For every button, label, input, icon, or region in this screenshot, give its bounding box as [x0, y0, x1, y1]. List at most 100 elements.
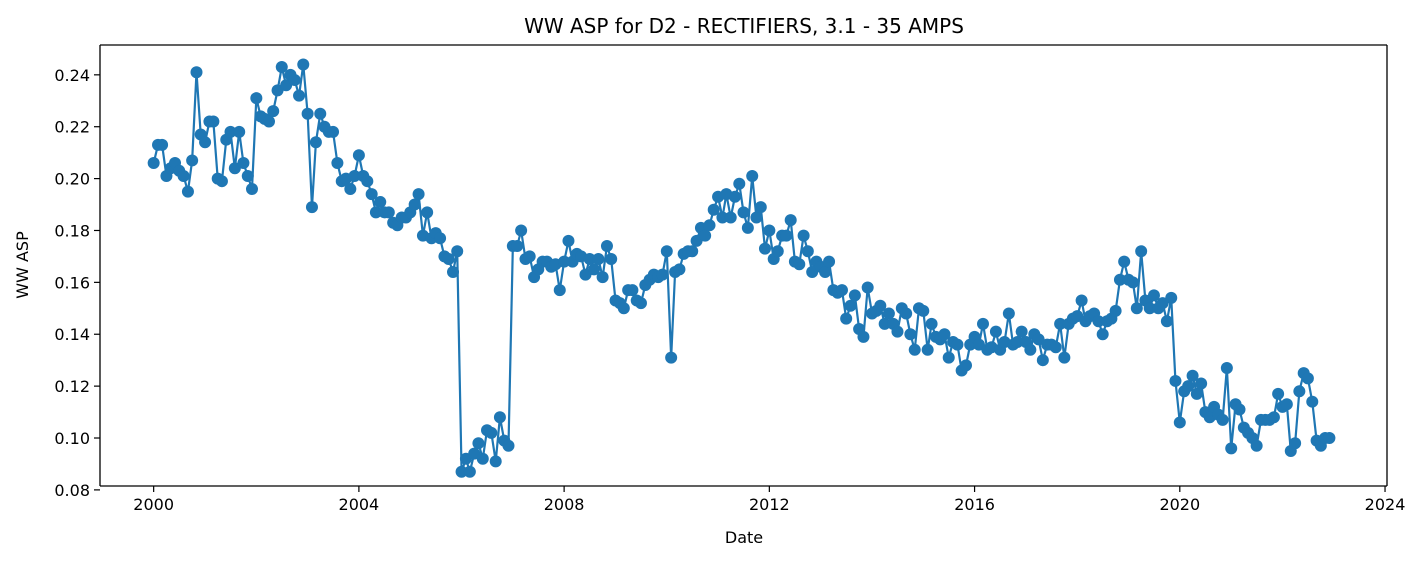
data-point — [1058, 351, 1071, 364]
data-point — [904, 328, 917, 341]
data-point — [989, 325, 1002, 338]
data-point — [451, 245, 464, 258]
data-point — [784, 214, 797, 227]
data-point — [1092, 315, 1105, 328]
data-point — [485, 426, 498, 439]
data-point — [1190, 387, 1203, 400]
x-tick-label: 2016 — [954, 495, 995, 514]
y-tick-label: 0.16 — [54, 273, 90, 292]
data-point — [190, 66, 203, 79]
data-point — [891, 325, 904, 338]
data-point — [293, 89, 306, 102]
data-point — [241, 170, 254, 182]
data-point — [1289, 437, 1302, 450]
data-point — [297, 58, 310, 71]
data-point — [925, 317, 938, 330]
data-point — [558, 255, 571, 268]
data-point — [1186, 369, 1199, 382]
data-point — [626, 284, 639, 297]
data-point — [374, 195, 387, 208]
data-point — [1306, 395, 1319, 408]
data-point — [361, 175, 374, 188]
y-tick-label: 0.24 — [54, 66, 90, 85]
data-point — [686, 245, 699, 258]
data-point — [857, 330, 870, 343]
data-point — [707, 203, 720, 216]
data-point — [908, 343, 921, 356]
data-point — [1323, 432, 1336, 445]
data-point — [369, 206, 382, 219]
x-tick-label: 2020 — [1159, 495, 1200, 514]
data-point — [1280, 398, 1293, 411]
data-point — [237, 157, 250, 170]
data-point — [823, 255, 836, 268]
data-point — [1220, 361, 1233, 374]
data-point — [703, 219, 716, 232]
data-point — [780, 229, 793, 242]
data-point — [848, 289, 861, 302]
data-point — [1272, 387, 1285, 400]
y-tick-label: 0.08 — [54, 481, 90, 500]
data-point — [181, 185, 194, 198]
data-point — [1015, 325, 1028, 338]
data-point — [1173, 416, 1186, 429]
data-point — [382, 206, 395, 219]
data-point — [665, 351, 678, 364]
x-tick-label: 2004 — [339, 495, 380, 514]
y-tick-label: 0.12 — [54, 377, 90, 396]
data-point — [750, 211, 763, 224]
data-point — [634, 297, 647, 310]
data-point — [562, 234, 575, 247]
data-point — [1169, 374, 1182, 387]
data-point — [1036, 354, 1049, 367]
data-point — [917, 304, 930, 317]
data-point — [617, 302, 630, 315]
data-point — [699, 229, 712, 242]
data-point — [746, 170, 759, 182]
data-point — [365, 188, 378, 201]
data-point — [1049, 341, 1062, 354]
data-point — [605, 253, 618, 266]
data-point — [186, 154, 199, 167]
data-point — [1135, 245, 1148, 258]
data-point — [600, 240, 613, 253]
data-point — [309, 136, 322, 149]
data-point — [942, 351, 955, 364]
data-point — [793, 258, 806, 271]
plot-area: 2000 2004 2008 2012 2016 2020 2024 0.08 0.10 0.12… — [54, 44, 1405, 514]
data-point — [1165, 291, 1178, 304]
data-point — [463, 465, 476, 478]
data-point — [1182, 380, 1195, 393]
data-point — [882, 307, 895, 320]
data-point — [1054, 317, 1067, 330]
data-point — [275, 61, 288, 74]
data-point — [1160, 315, 1173, 328]
data-point — [1143, 302, 1156, 315]
data-point — [215, 175, 228, 188]
y-axis-label: WW ASP — [13, 231, 32, 299]
data-point — [348, 170, 361, 182]
data-point — [763, 224, 776, 237]
data-point — [771, 245, 784, 258]
y-tick-label: 0.10 — [54, 429, 90, 448]
data-point — [801, 245, 814, 258]
data-point — [840, 312, 853, 325]
data-point — [224, 125, 237, 138]
data-point — [472, 437, 485, 450]
data-point — [1301, 372, 1314, 385]
data-point — [1109, 304, 1122, 317]
data-point — [592, 253, 605, 266]
data-point — [861, 281, 874, 294]
data-point — [267, 105, 280, 118]
data-point — [960, 359, 973, 372]
data-point — [233, 125, 246, 138]
data-point — [596, 271, 609, 284]
data-point — [553, 284, 566, 297]
data-point — [502, 439, 515, 452]
data-point — [250, 92, 263, 105]
data-point — [819, 265, 832, 278]
data-point — [1293, 385, 1306, 398]
data-point — [1233, 403, 1246, 416]
data-point — [724, 211, 737, 224]
data-point — [737, 206, 750, 219]
